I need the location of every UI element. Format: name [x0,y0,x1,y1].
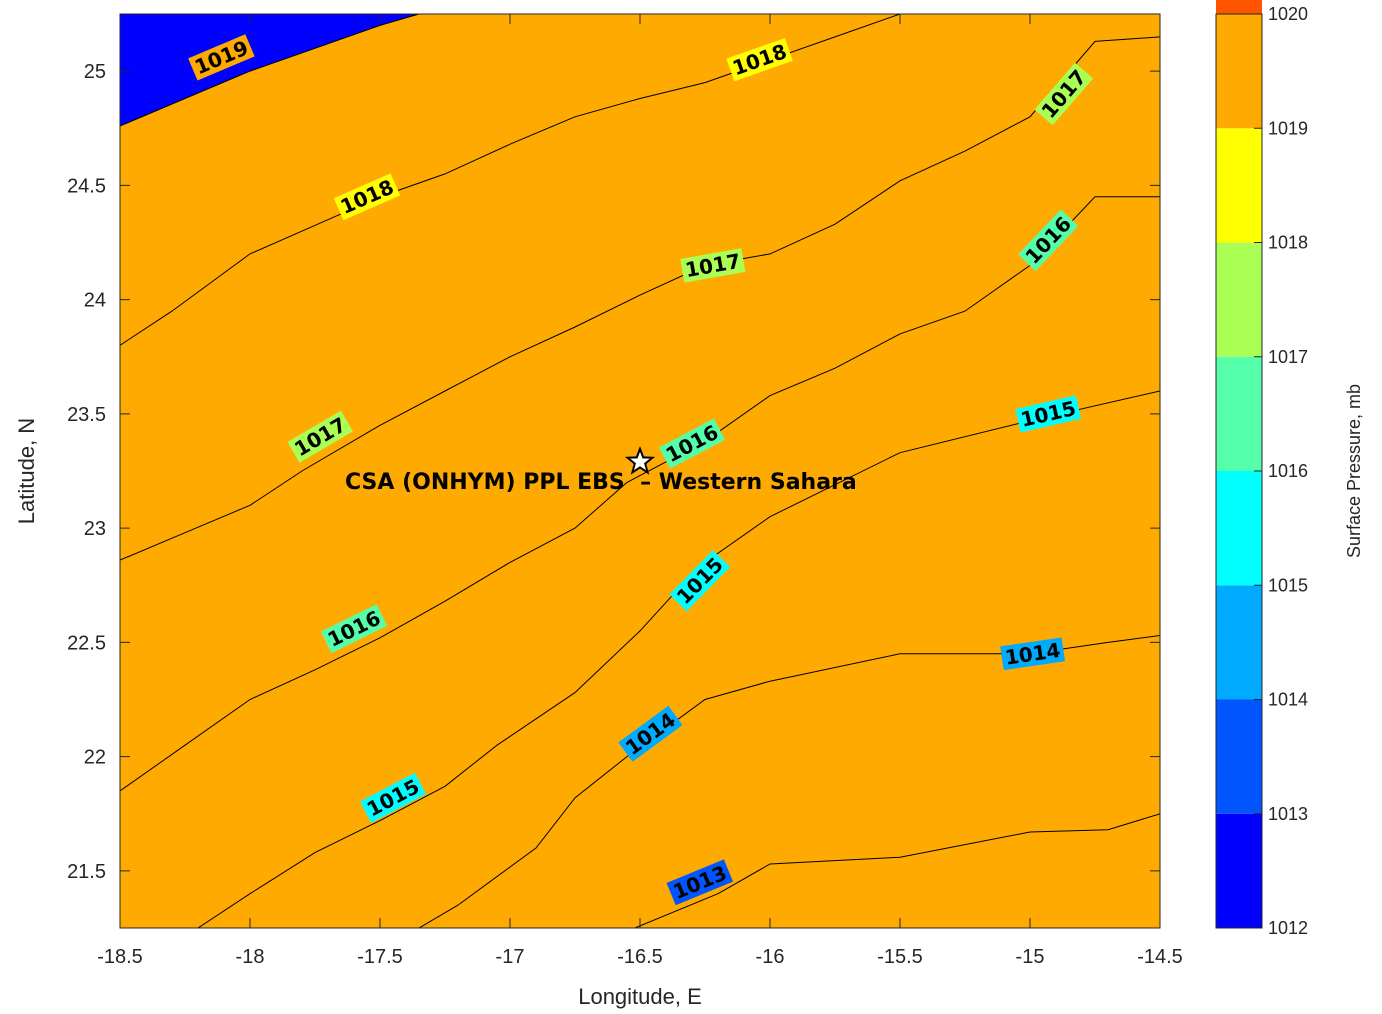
contour-line-1017 [120,36,1160,561]
y-tick-label: 24 [84,290,106,312]
x-tick-label: -15 [1016,946,1045,968]
x-tick-label: -17 [496,946,525,968]
y-axis-ticks: 21.5 22 22.5 23 23.5 24 24.5 25 [67,61,1160,883]
contour-line-1013 [634,813,1160,928]
colorbar-tick-label: 1015 [1268,575,1308,595]
contour-line-1015 [197,390,1160,928]
x-tick-label: -18 [236,946,265,968]
y-tick-label: 22.5 [67,632,106,654]
x-axis-label: Longitude, E [578,984,702,1009]
colorbar-segment [1216,128,1262,243]
contour-label-gap [333,173,401,221]
colorbar-label: Surface Pressure, mb [1344,384,1364,558]
x-tick-label: -18.5 [97,946,143,968]
colorbar-tick-label: 1019 [1268,118,1308,138]
contour-line-1019 [120,14,420,127]
contour-label-gap [1000,637,1066,671]
x-tick-label: -16.5 [617,946,663,968]
contour-label-gap [1015,395,1082,433]
contour-label-gap [359,772,427,823]
contour-label-gap [1034,62,1094,126]
y-tick-label: 24.5 [67,175,106,197]
y-tick-label: 21.5 [67,861,106,883]
colorbar-tick-label: 1012 [1268,918,1308,938]
y-axis-label: Latitude, N [14,418,39,524]
contour-label-gap [1018,209,1079,271]
contour-plot-area [120,14,1160,928]
colorbar: 1012 1013 1014 1015 1016 1017 1018 1019 1020 Sur… [1215,0,1364,938]
contour-label-gap [680,248,746,283]
colorbar-segment [1216,0,1262,14]
star-icon [624,446,656,475]
contour-line-1016 [120,196,1160,792]
colorbar-tick-label: 1016 [1268,461,1308,481]
colorbar-segment [1216,242,1262,357]
contour-label-gap [618,705,683,762]
colorbar-tick-label: 1018 [1268,233,1308,253]
colorbar-tick-label: 1020 [1268,4,1308,24]
colorbar-segment [1216,699,1262,814]
colorbar-segment [1216,585,1262,700]
site-marker: CSA (ONHYM) PPL EBS – Western Sahara [345,446,857,495]
x-tick-label: -17.5 [357,946,403,968]
contour-label-gap [666,859,734,906]
contour-label-gap [726,38,793,82]
contour-label-gap [320,604,388,654]
x-axis-ticks: -18.5 -18 -17.5 -17 -16.5 -16 -15.5 -15 -14.5 [97,14,1183,968]
colorbar-segment [1216,471,1262,586]
contour-fills [120,14,1160,928]
contour-label-gap [669,550,731,612]
colorbar-segments [1216,0,1262,928]
y-tick-label: 23 [84,518,106,540]
x-tick-label: -16 [756,946,785,968]
contour-label-gap [188,34,255,81]
contour-label-gap [658,418,726,469]
colorbar-tick-label: 1014 [1268,690,1308,710]
y-tick-label: 23.5 [67,404,106,426]
x-tick-label: -14.5 [1137,946,1183,968]
colorbar-tick-label: 1013 [1268,804,1308,824]
colorbar-segment [1216,813,1262,928]
contour-label-gap [287,410,354,463]
x-tick-label: -15.5 [877,946,923,968]
colorbar-segment [1216,14,1262,129]
y-tick-label: 22 [84,747,106,769]
colorbar-segment [1216,356,1262,471]
y-tick-label: 25 [84,61,106,83]
contour-band-1019 [120,14,1160,928]
colorbar-tick-label: 1017 [1268,347,1308,367]
site-label: CSA (ONHYM) PPL EBS – Western Sahara [345,470,857,495]
colorbar-ticks: 1012 1013 1014 1015 1016 1017 1018 1019 1020 [1254,4,1308,938]
